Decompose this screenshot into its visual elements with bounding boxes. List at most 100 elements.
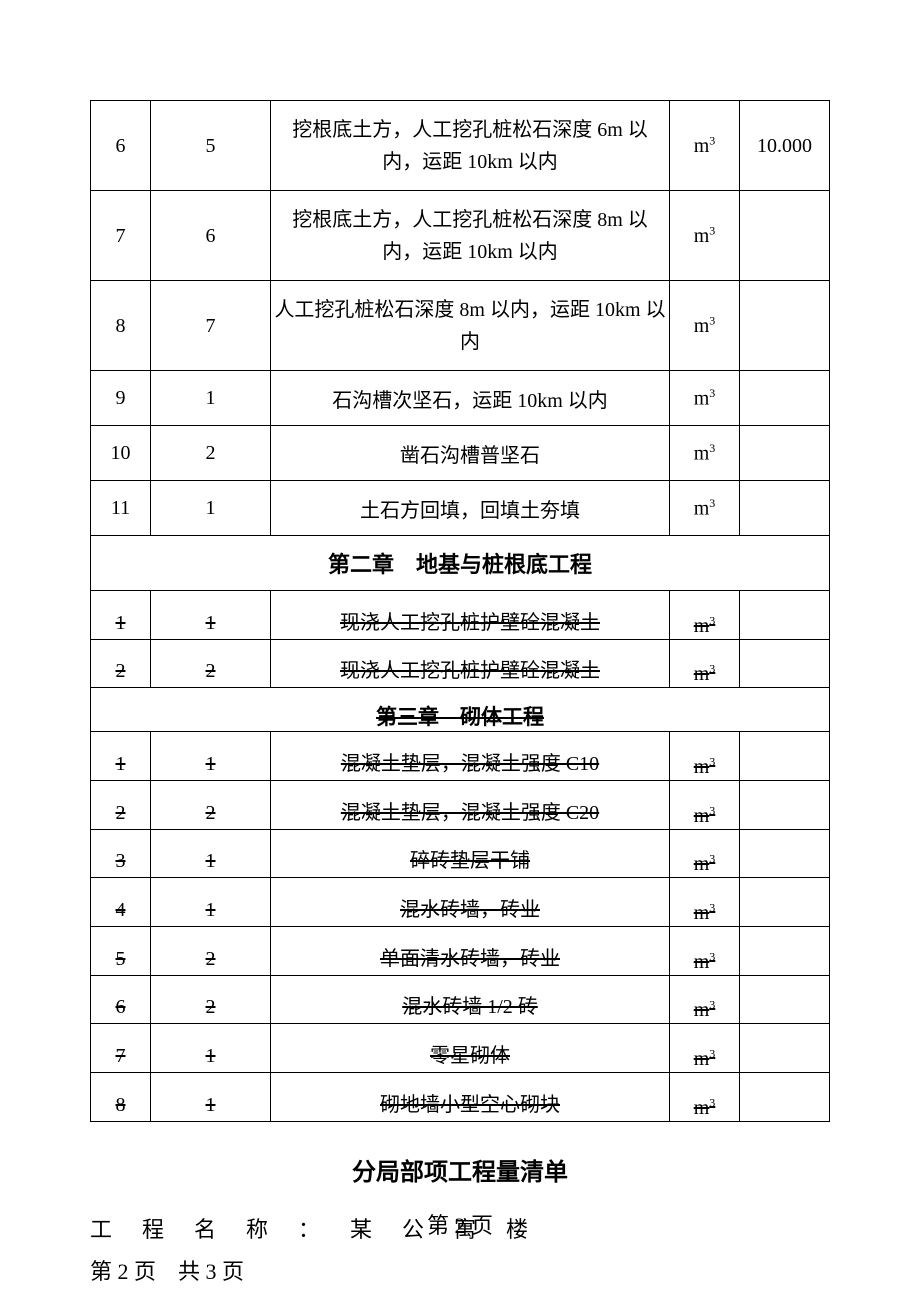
table-cell: 6 <box>91 975 151 1024</box>
section3-title: 第三章 砌体工程 <box>91 688 830 732</box>
table-cell: 凿石沟槽普坚石 <box>271 426 670 481</box>
table-cell: 8 <box>91 281 151 371</box>
table-cell: 2 <box>151 639 271 688</box>
table-cell: 3 <box>91 829 151 878</box>
section3-header: 第三章 砌体工程 <box>91 688 830 732</box>
table-cell: m3 <box>670 780 740 829</box>
table-row: 11现浇人工挖孔桩护壁砼混凝土m3 <box>91 591 830 640</box>
table-cell: 混水砖墙 1/2 砖 <box>271 975 670 1024</box>
table-cell: 零星砌体 <box>271 1024 670 1073</box>
table-cell <box>740 1024 830 1073</box>
table-cell <box>740 481 830 536</box>
table-cell <box>740 281 830 371</box>
table-cell: m3 <box>670 481 740 536</box>
table-row: 22混凝土垫层，混凝土强度 C20m3 <box>91 780 830 829</box>
table-cell <box>740 926 830 975</box>
table-cell: 1 <box>151 1072 271 1121</box>
table-cell <box>740 1072 830 1121</box>
table-cell: 混凝土垫层，混凝土强度 C10 <box>271 732 670 781</box>
table-cell: 1 <box>151 829 271 878</box>
table-cell: m3 <box>670 591 740 640</box>
table-cell: 10.000 <box>740 101 830 191</box>
table-cell: 2 <box>91 639 151 688</box>
table-cell: 7 <box>151 281 271 371</box>
table-cell <box>740 371 830 426</box>
table-cell <box>740 780 830 829</box>
table-cell: 单面清水砖墙，砖业 <box>271 926 670 975</box>
table-cell: 石沟槽次坚石，运距 10km 以内 <box>271 371 670 426</box>
table-cell <box>740 639 830 688</box>
table-cell: 1 <box>151 481 271 536</box>
table-cell: 1 <box>151 591 271 640</box>
table-cell <box>740 426 830 481</box>
table-row: 22现浇人工挖孔桩护壁砼混凝土m3 <box>91 639 830 688</box>
table-cell: m3 <box>670 101 740 191</box>
table-cell: 7 <box>91 191 151 281</box>
table-cell <box>740 732 830 781</box>
table-cell: 1 <box>91 732 151 781</box>
table-cell: 10 <box>91 426 151 481</box>
sub-title: 分局部项工程量清单 <box>90 1152 830 1187</box>
section2-header: 第二章 地基与桩根底工程 <box>91 536 830 591</box>
table-row: 87人工挖孔桩松石深度 8m 以内，运距 10km 以内m3 <box>91 281 830 371</box>
table-cell: 2 <box>151 426 271 481</box>
table-cell: 5 <box>151 101 271 191</box>
table-cell: m3 <box>670 426 740 481</box>
table-row: 11混凝土垫层，混凝土强度 C10m3 <box>91 732 830 781</box>
table-cell: 现浇人工挖孔桩护壁砼混凝土 <box>271 591 670 640</box>
page-info: 第 2 页 共 3 页 <box>90 1254 830 1286</box>
table-cell: 11 <box>91 481 151 536</box>
table-cell: m3 <box>670 281 740 371</box>
table-cell: 混水砖墙，砖业 <box>271 878 670 927</box>
table-row: 71零星砌体m3 <box>91 1024 830 1073</box>
table-cell: 7 <box>91 1024 151 1073</box>
table-cell: 2 <box>151 780 271 829</box>
table-cell <box>740 878 830 927</box>
table-cell: 4 <box>91 878 151 927</box>
boq-table: 65挖根底土方，人工挖孔桩松石深度 6m 以内，运距 10km 以内m310.0… <box>90 100 830 1122</box>
table-cell: m3 <box>670 1072 740 1121</box>
table-cell: 8 <box>91 1072 151 1121</box>
table-row: 111土石方回填，回填土夯填m3 <box>91 481 830 536</box>
table-cell: 挖根底土方，人工挖孔桩松石深度 6m 以内，运距 10km 以内 <box>271 101 670 191</box>
table-cell: 2 <box>151 926 271 975</box>
table-cell: 挖根底土方，人工挖孔桩松石深度 8m 以内，运距 10km 以内 <box>271 191 670 281</box>
table-row: 81砌地墙小型空心砌块m3 <box>91 1072 830 1121</box>
table-cell: 9 <box>91 371 151 426</box>
table-cell: 6 <box>151 191 271 281</box>
table-row: 31碎砖垫层干铺m3 <box>91 829 830 878</box>
table-cell: 5 <box>91 926 151 975</box>
footer-page-number: 第 2 页 <box>0 1208 920 1240</box>
table-cell: m3 <box>670 191 740 281</box>
table-cell: 2 <box>151 975 271 1024</box>
table-cell: 现浇人工挖孔桩护壁砼混凝土 <box>271 639 670 688</box>
table-row: 52单面清水砖墙，砖业m3 <box>91 926 830 975</box>
table-cell: 2 <box>91 780 151 829</box>
table-cell: 6 <box>91 101 151 191</box>
table-cell <box>740 829 830 878</box>
table-cell: 人工挖孔桩松石深度 8m 以内，运距 10km 以内 <box>271 281 670 371</box>
table-row: 76挖根底土方，人工挖孔桩松石深度 8m 以内，运距 10km 以内m3 <box>91 191 830 281</box>
table-cell <box>740 975 830 1024</box>
table-cell: m3 <box>670 1024 740 1073</box>
table-cell: 1 <box>151 878 271 927</box>
table-cell: m3 <box>670 639 740 688</box>
table-cell: m3 <box>670 926 740 975</box>
table-row: 102凿石沟槽普坚石m3 <box>91 426 830 481</box>
section2-title: 第二章 地基与桩根底工程 <box>91 536 830 591</box>
table-cell: m3 <box>670 732 740 781</box>
table-cell: m3 <box>670 371 740 426</box>
table-row: 91石沟槽次坚石，运距 10km 以内m3 <box>91 371 830 426</box>
table-cell <box>740 191 830 281</box>
table-cell: 1 <box>151 732 271 781</box>
table-cell: 1 <box>151 1024 271 1073</box>
table-cell: 混凝土垫层，混凝土强度 C20 <box>271 780 670 829</box>
table-row: 65挖根底土方，人工挖孔桩松石深度 6m 以内，运距 10km 以内m310.0… <box>91 101 830 191</box>
table-cell: 1 <box>151 371 271 426</box>
table-cell: 土石方回填，回填土夯填 <box>271 481 670 536</box>
table-cell: m3 <box>670 975 740 1024</box>
table-cell: m3 <box>670 829 740 878</box>
table-row: 62混水砖墙 1/2 砖m3 <box>91 975 830 1024</box>
table-cell <box>740 591 830 640</box>
table-cell: 1 <box>91 591 151 640</box>
